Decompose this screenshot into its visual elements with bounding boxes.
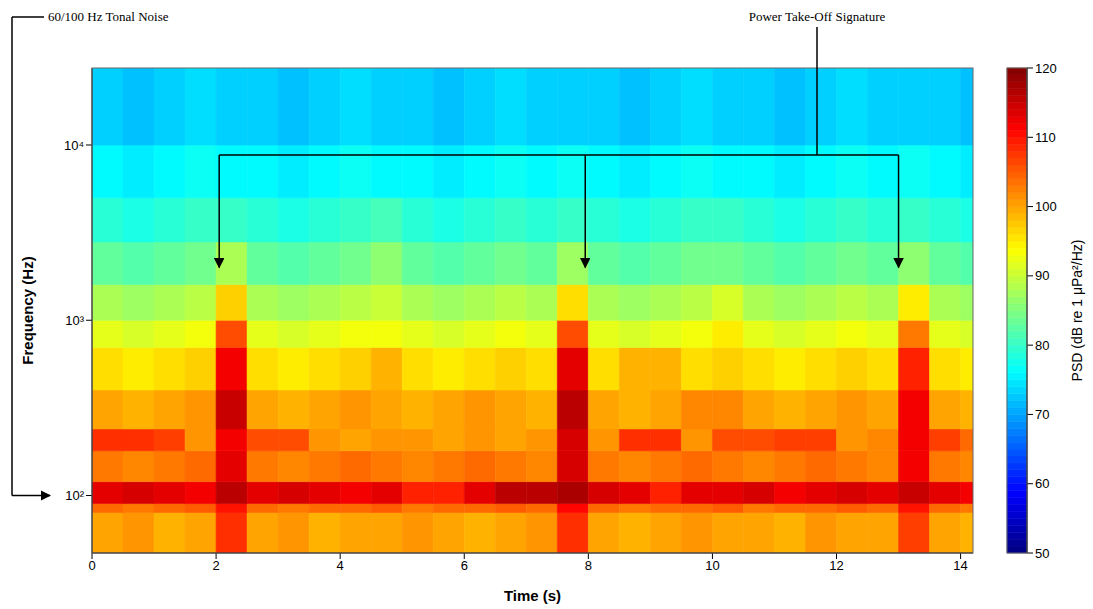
svg-text:90: 90 bbox=[1035, 268, 1049, 283]
svg-text:Frequency (Hz): Frequency (Hz) bbox=[19, 256, 36, 364]
svg-text:120: 120 bbox=[1035, 61, 1057, 76]
svg-text:Power Take-Off Signature: Power Take-Off Signature bbox=[749, 9, 886, 24]
svg-text:70: 70 bbox=[1035, 407, 1049, 422]
svg-text:100: 100 bbox=[1035, 199, 1057, 214]
svg-text:10²: 10² bbox=[65, 488, 84, 503]
svg-text:2: 2 bbox=[212, 558, 219, 573]
svg-text:6: 6 bbox=[461, 558, 468, 573]
svg-text:14: 14 bbox=[953, 558, 967, 573]
svg-text:PSD (dB re 1 μPa²/Hz): PSD (dB re 1 μPa²/Hz) bbox=[1069, 240, 1085, 382]
svg-text:50: 50 bbox=[1035, 546, 1049, 561]
svg-text:60/100 Hz Tonal Noise: 60/100 Hz Tonal Noise bbox=[48, 9, 169, 24]
svg-text:10³: 10³ bbox=[65, 313, 84, 328]
svg-text:12: 12 bbox=[829, 558, 843, 573]
svg-text:4: 4 bbox=[337, 558, 344, 573]
svg-text:60: 60 bbox=[1035, 476, 1049, 491]
svg-text:80: 80 bbox=[1035, 338, 1049, 353]
svg-text:10⁴: 10⁴ bbox=[64, 138, 84, 153]
svg-text:Time (s): Time (s) bbox=[504, 587, 561, 604]
svg-text:10: 10 bbox=[705, 558, 719, 573]
svg-text:8: 8 bbox=[585, 558, 592, 573]
svg-text:110: 110 bbox=[1035, 130, 1056, 145]
svg-text:0: 0 bbox=[88, 558, 95, 573]
